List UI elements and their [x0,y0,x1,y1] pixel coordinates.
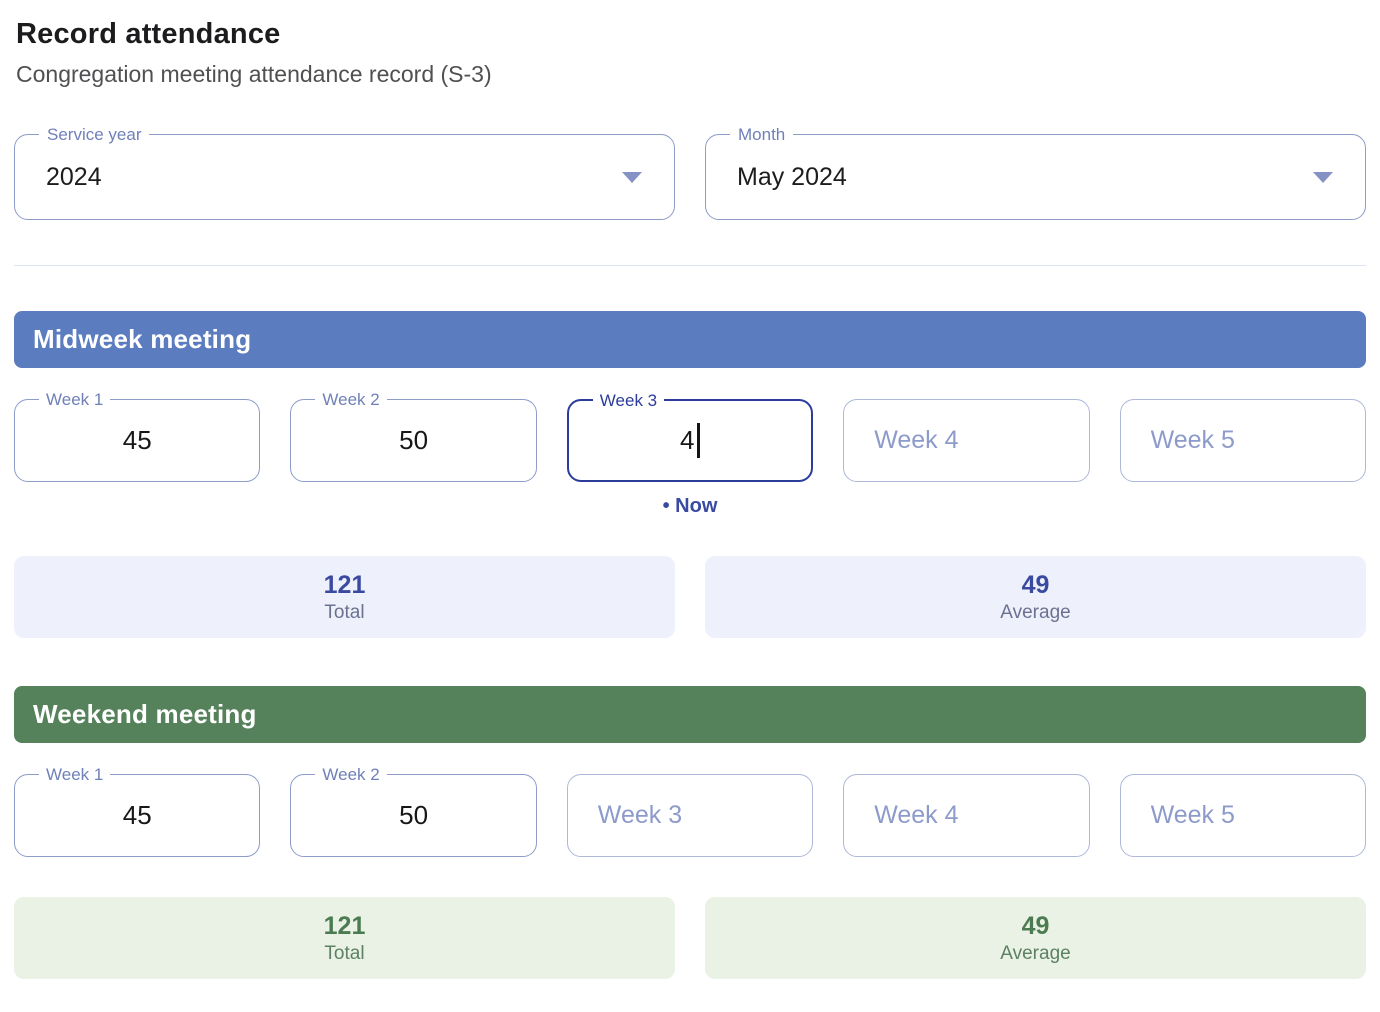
now-hint: • Now [662,495,718,517]
midweek-week5-input[interactable] [1120,400,1365,481]
weekend-week4-field [843,774,1090,857]
midweek-section-title: Midweek meeting [33,324,252,354]
now-hint-row: • Now [14,495,1366,519]
weekend-week1-input[interactable] [15,775,260,856]
page-title: Record attendance [16,18,281,50]
midweek-average-card: 49 Average [705,556,1366,638]
midweek-week5-field [1119,399,1366,482]
weekend-week4-input[interactable] [844,775,1089,856]
weekend-summary-row: 121 Total 49 Average [14,897,1366,979]
weekend-average-label: Average [1000,942,1071,964]
page-subtitle: Congregation meeting attendance record (… [16,61,492,87]
midweek-week3-field: Week 3 4 [566,391,814,482]
service-year-select[interactable]: Service year 2024 [14,125,675,220]
weekend-week1-label: Week 1 [39,765,111,785]
midweek-total-card: 121 Total [14,556,675,638]
midweek-week4-field [843,399,1090,482]
midweek-total-value: 121 [323,570,366,599]
weekend-week2-input[interactable] [291,775,536,856]
weekend-week5-field [1119,774,1366,857]
weekend-average-card: 49 Average [705,897,1366,979]
weekend-section-header: Weekend meeting [14,686,1366,743]
section-divider [14,265,1366,266]
month-select[interactable]: Month May 2024 [705,125,1366,220]
midweek-average-label: Average [1000,601,1071,623]
weekend-week3-field [566,774,814,857]
midweek-week2-field: Week 2 [290,390,537,482]
midweek-section-header: Midweek meeting [14,311,1366,368]
month-label: Month [730,125,794,145]
midweek-week3-input[interactable]: 4 [569,401,811,480]
weekend-fields-row: Week 1 Week 2 [14,765,1366,857]
midweek-week1-label: Week 1 [39,390,111,410]
weekend-week2-label: Week 2 [315,765,387,785]
midweek-week3-value: 4 [680,425,695,455]
service-year-label: Service year [39,125,150,145]
chevron-down-icon [622,172,642,183]
midweek-summary-row: 121 Total 49 Average [14,556,1366,638]
text-cursor [697,423,700,458]
month-value: May 2024 [737,162,847,191]
weekend-total-card: 121 Total [14,897,675,979]
weekend-week2-field: Week 2 [290,765,537,857]
midweek-week1-input[interactable] [15,400,260,481]
weekend-total-value: 121 [323,911,366,940]
weekend-week5-input[interactable] [1120,775,1365,856]
weekend-week3-input[interactable] [567,775,813,856]
service-year-value: 2024 [46,162,102,191]
midweek-week1-field: Week 1 [14,390,261,482]
weekend-section-title: Weekend meeting [33,699,257,729]
filter-row: Service year 2024 Month May 2024 [14,125,1366,220]
midweek-fields-row: Week 1 Week 2 Week 3 4 [14,390,1366,482]
midweek-week4-input[interactable] [844,400,1089,481]
chevron-down-icon [1313,172,1333,183]
midweek-week3-label: Week 3 [592,391,665,411]
midweek-average-value: 49 [1021,570,1050,599]
weekend-average-value: 49 [1021,911,1050,940]
midweek-week2-input[interactable] [291,400,536,481]
weekend-total-label: Total [324,942,365,964]
midweek-week2-label: Week 2 [315,390,387,410]
weekend-week1-field: Week 1 [14,765,261,857]
midweek-total-label: Total [324,601,365,623]
